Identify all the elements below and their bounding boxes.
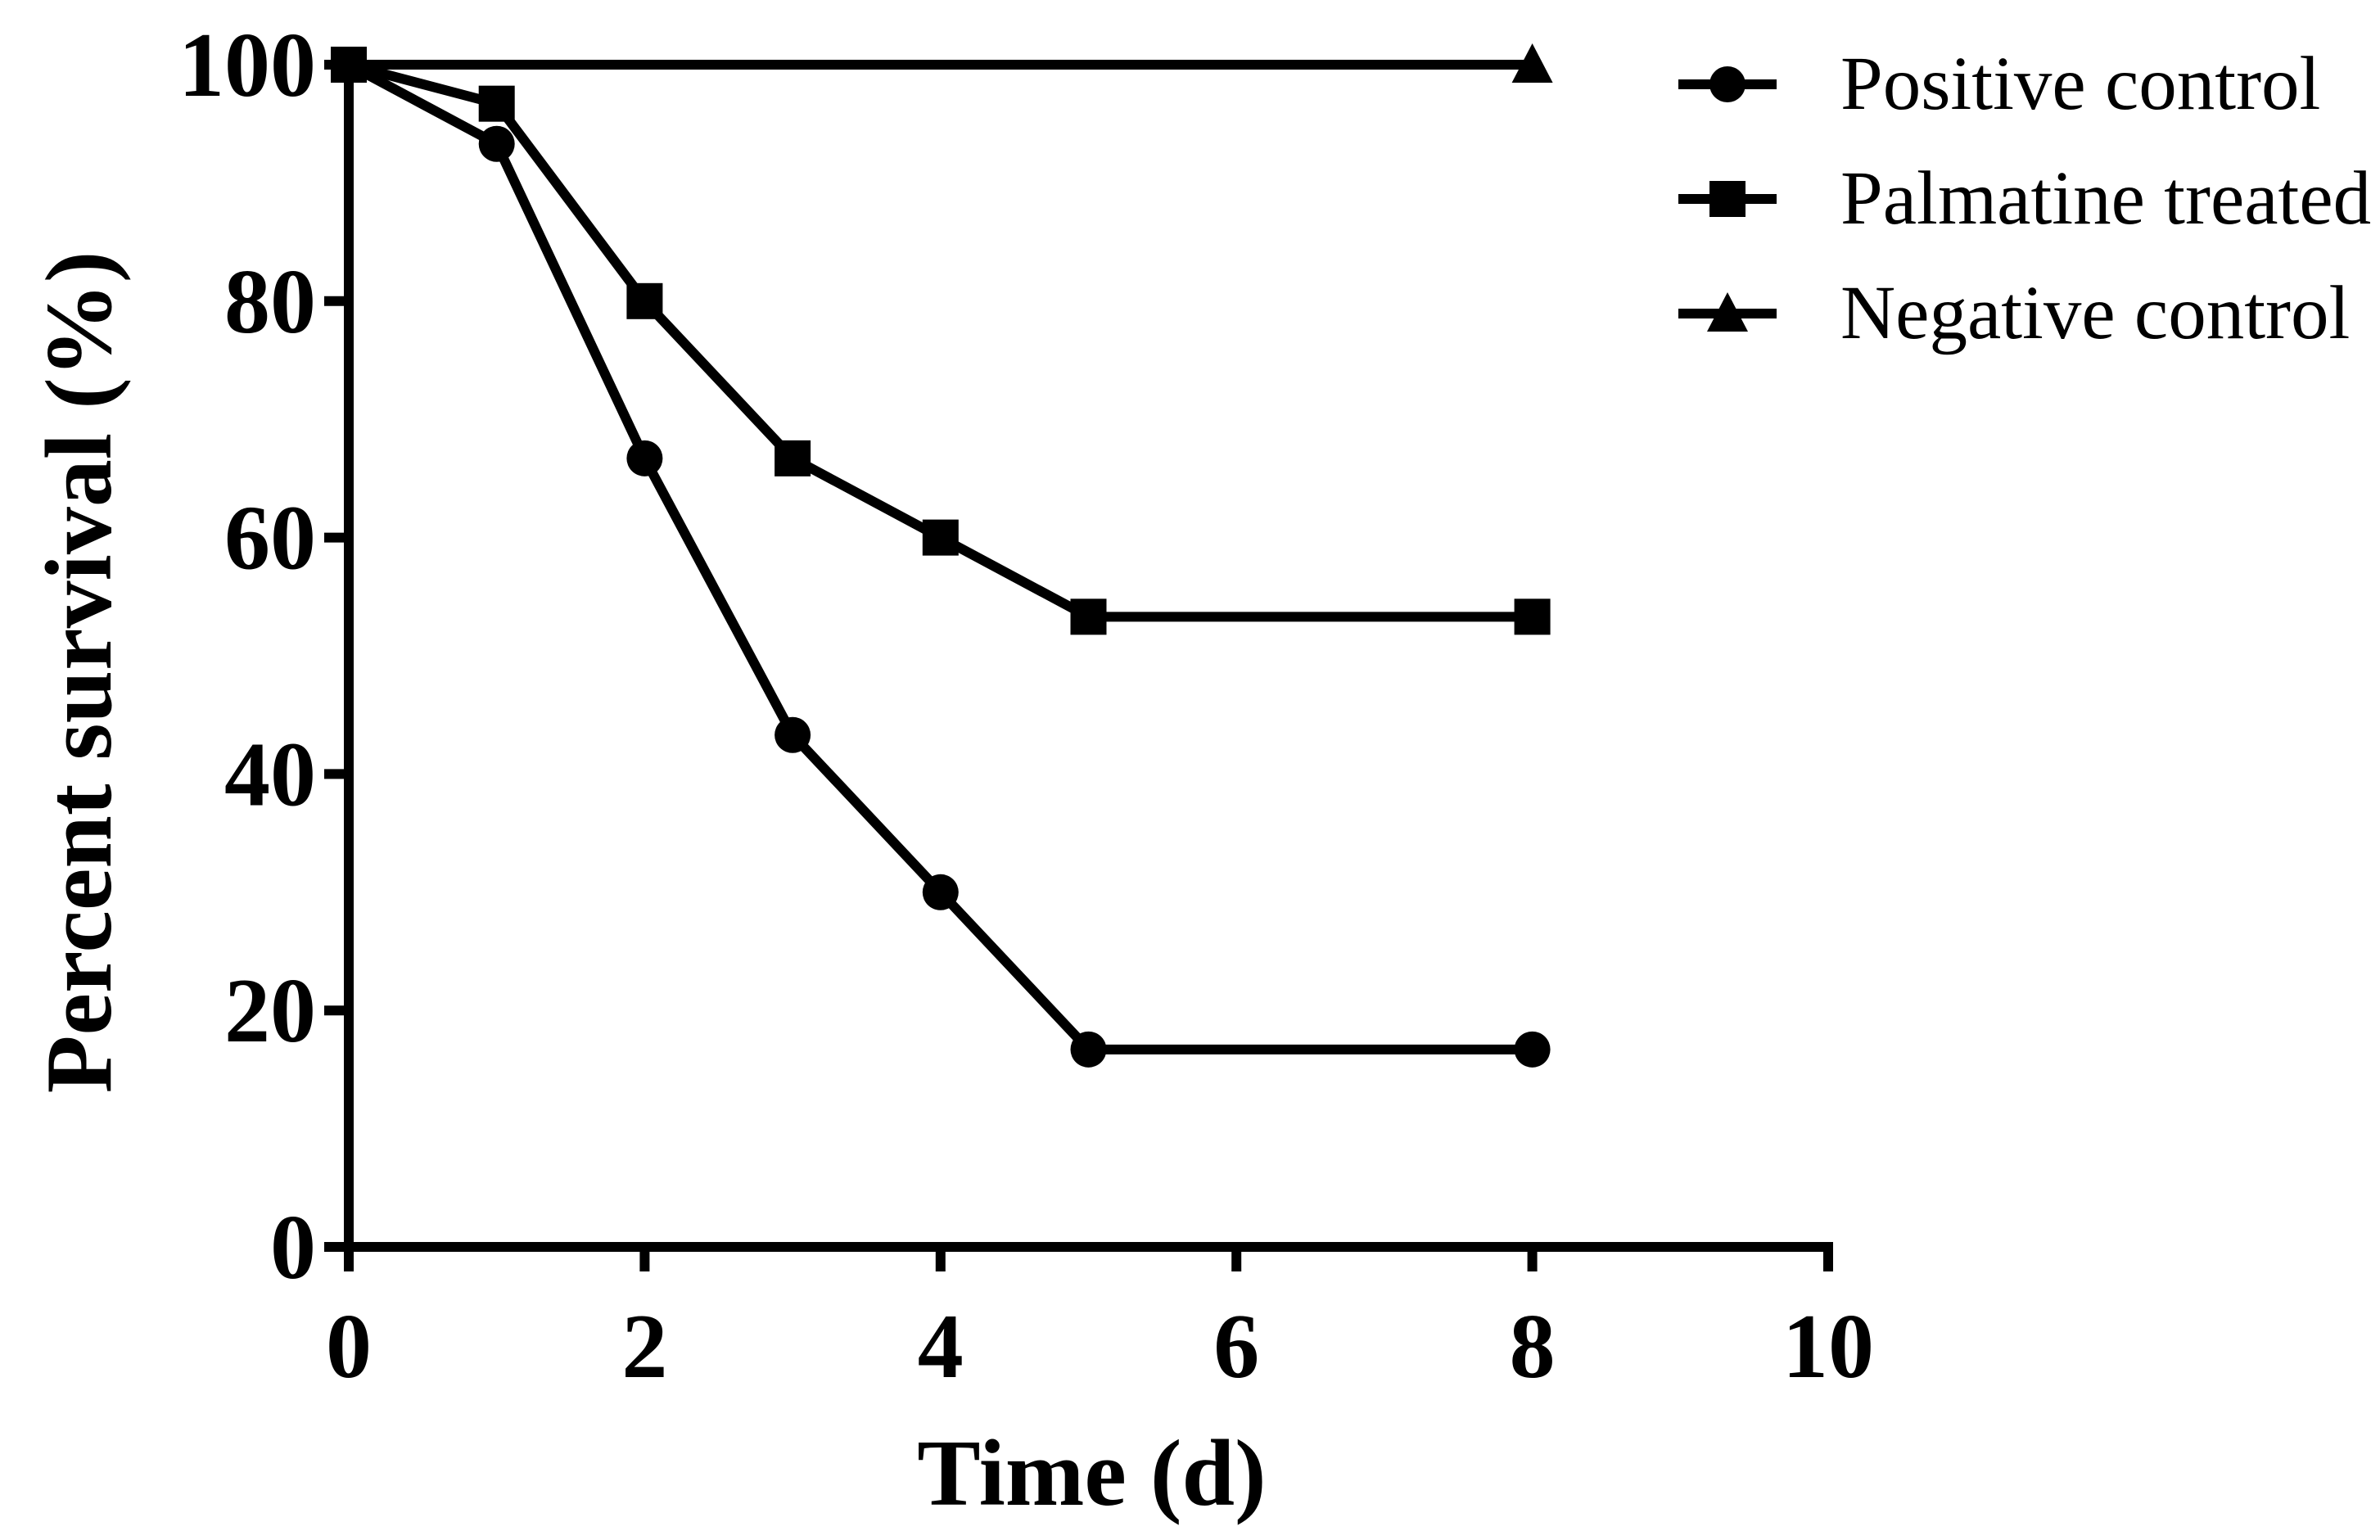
legend-label-positive-control: Positive control bbox=[1840, 42, 2320, 126]
y-tick-label: 100 bbox=[178, 15, 316, 116]
data-point-positive-control bbox=[478, 125, 515, 162]
legend-label-palmatine-treated: Palmatine treated bbox=[1840, 156, 2371, 241]
data-point-positive-control bbox=[1514, 1031, 1551, 1068]
series-layer bbox=[331, 43, 1553, 1068]
series-positive-control bbox=[331, 47, 1551, 1068]
y-tick-label: 60 bbox=[224, 488, 316, 589]
data-point-palmatine-treated bbox=[775, 440, 811, 476]
data-point-palmatine-treated bbox=[626, 282, 663, 319]
data-point-positive-control bbox=[775, 716, 811, 753]
y-tick-label: 40 bbox=[224, 724, 316, 825]
x-tick-label: 6 bbox=[1213, 1296, 1259, 1398]
data-point-palmatine-treated bbox=[478, 85, 515, 122]
y-tick-label: 20 bbox=[224, 960, 316, 1062]
legend-marker-palmatine-treated bbox=[1709, 181, 1745, 217]
legend-label-negative-control: Negative control bbox=[1840, 271, 2350, 355]
legend: Positive control Palmatine treated Negativ… bbox=[1678, 42, 2371, 355]
legend-item-negative-control: Negative control bbox=[1678, 271, 2350, 355]
x-tick-label: 4 bbox=[918, 1296, 964, 1398]
data-point-negative-control bbox=[1511, 43, 1553, 83]
data-point-palmatine-treated bbox=[1514, 598, 1551, 635]
legend-marker-positive-control bbox=[1709, 66, 1745, 102]
x-axis-title: Time (d) bbox=[917, 1421, 1266, 1526]
data-point-positive-control bbox=[1070, 1031, 1107, 1068]
legend-marker-negative-control bbox=[1707, 292, 1748, 332]
x-tick-label: 10 bbox=[1782, 1296, 1874, 1398]
y-axis-title: Percent survival (%) bbox=[27, 251, 132, 1094]
data-point-positive-control bbox=[922, 874, 959, 910]
x-tick-label: 8 bbox=[1510, 1296, 1556, 1398]
data-point-palmatine-treated bbox=[922, 519, 959, 556]
x-tick-label: 2 bbox=[621, 1296, 667, 1398]
axes: 0 20 40 60 80 100 0 2 4 6 8 10 Time (d) Percent survi… bbox=[27, 15, 1874, 1526]
y-tick-label: 80 bbox=[224, 251, 316, 353]
y-tick-label: 0 bbox=[270, 1197, 316, 1298]
series-negative-control bbox=[349, 43, 1553, 83]
series-palmatine-treated bbox=[331, 47, 1551, 635]
data-point-palmatine-treated bbox=[1070, 598, 1107, 635]
data-point-positive-control bbox=[626, 440, 663, 476]
legend-item-positive-control: Positive control bbox=[1678, 42, 2320, 126]
x-tick-label: 0 bbox=[326, 1296, 372, 1398]
legend-item-palmatine-treated: Palmatine treated bbox=[1678, 156, 2371, 241]
